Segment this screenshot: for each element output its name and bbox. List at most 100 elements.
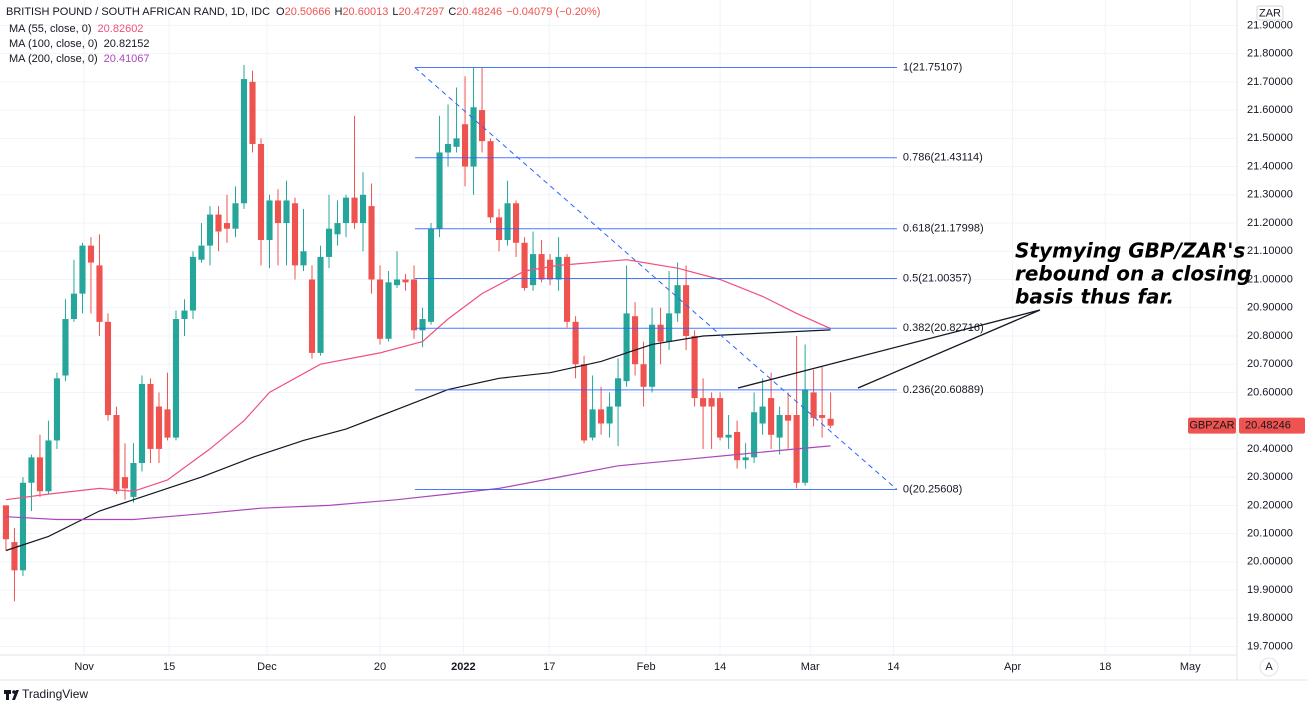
candle-body [283,200,290,224]
candle-body [419,319,426,331]
ma-legend-name: MA (55, close, 0) [9,23,92,35]
ma-legend: MA (55, close, 0) 20.82602 [9,23,143,35]
candle-body [717,398,724,438]
candle-body [461,124,469,167]
price-tag-symbol: GBPZAR [1189,420,1234,432]
fib-level-label: 0.618(21.17998) [903,223,984,235]
candle-body [581,364,588,441]
annotation-text: rebound on a closing [1015,262,1251,286]
candle-body [444,143,452,153]
candle-body [555,256,562,280]
ohlc-value: 20.60013 [342,6,388,18]
candle-body [708,398,715,407]
x-tick-label: 14 [714,661,726,673]
ohlc-letter: O [276,6,285,18]
ma-legend-value: 20.82152 [104,38,150,50]
fib-level-label: 0(20.25608) [903,483,962,495]
candle-body [198,245,205,260]
candle-body [11,542,18,571]
annotation-line [857,309,1041,389]
annotation-text: Stymying GBP/ZAR's [1015,239,1245,263]
candle-body [683,285,690,336]
candle-body [478,110,486,142]
candle-body [62,319,69,376]
price-tag-box [1239,417,1305,434]
candle-body [300,251,307,266]
candle-body [181,310,188,320]
candle-body [308,279,316,353]
candle-body [819,415,826,418]
y-tick-label: 20.90000 [1247,302,1293,314]
candle-body [521,242,528,288]
candle-body [359,194,367,224]
candle-body [674,285,681,314]
candle-body [453,138,460,147]
candle-body [598,409,605,424]
fib-level-label: 0.382(20.82716) [903,322,984,334]
candle-body [564,256,571,322]
x-tick-label: 15 [163,661,175,673]
candle-body [470,107,477,167]
y-tick-label: 19.80000 [1247,612,1293,624]
ohlc-letter: H [334,6,342,18]
y-tick-label: 21.30000 [1247,189,1293,201]
candle-body [615,378,622,407]
grid [0,0,1237,655]
y-tick-label: 20.70000 [1247,358,1293,370]
candle-body [291,203,299,266]
candle-body [79,245,86,294]
candle-body [257,143,265,240]
fib-trend-line [414,67,898,490]
moving-average-line [5,329,831,552]
candle-body [147,383,154,449]
y-tick-label: 20.30000 [1247,471,1293,483]
auto-scale-button[interactable] [1259,657,1279,677]
candle-body [36,457,44,492]
candle-body [427,228,435,322]
candle-body [402,279,409,283]
candle-body [700,398,707,407]
candle-body [45,440,52,492]
y-tick-label: 21.90000 [1247,19,1293,31]
y-tick-label: 20.20000 [1247,499,1293,511]
annotation-line [737,309,1041,389]
y-tick-label: 21.50000 [1247,132,1293,144]
candle-body [742,457,749,461]
candle-body [657,324,664,342]
candle-body [572,321,579,365]
candle-body [87,245,95,263]
x-tick-label: 14 [887,661,899,673]
candle-body [28,457,35,483]
auto-scale-label[interactable]: A [1265,661,1273,673]
ma-legend: MA (200, close, 0) 20.41067 [9,53,150,65]
plot-area: 1(21.75107) 0.786(21.43114) 0.618(21.17998… [2,61,984,602]
y-tick-label: 21.60000 [1247,104,1293,116]
x-tick-label: Apr [1004,661,1021,673]
candle-body [70,293,78,320]
candle-body [691,335,698,399]
candle-body [96,265,103,322]
candle-body [138,383,146,464]
x-tick-label: 2022 [451,661,475,673]
candle-body [325,228,333,257]
candle-body [317,256,324,353]
y-tick-label: 20.00000 [1247,556,1293,568]
x-tick-label: Mar [801,661,820,673]
candle-body [53,378,61,441]
candle-body [223,223,231,229]
symbol-title: BRITISH POUND / SOUTH AFRICAN RAND, 1D, … [6,6,270,18]
y-tick-label: 19.90000 [1247,584,1293,596]
ma-legend-value: 20.41067 [104,53,150,65]
candle-body [104,321,112,416]
symbol-header: BRITISH POUND / SOUTH AFRICAN RAND, 1D, … [6,6,600,18]
candle-body [130,463,137,497]
ohlc-value: 20.47297 [398,6,444,18]
candle-body [334,223,341,235]
price-tag-value: 20.48246 [1245,420,1291,432]
y-tick-label: 21.20000 [1247,217,1293,229]
y-tick-label: 20.60000 [1247,386,1293,398]
y-tick-label: 21.00000 [1247,273,1293,285]
candle-body [547,259,554,280]
annotation-text: basis thus far. [1015,285,1174,309]
x-tick-label: 20 [374,661,386,673]
